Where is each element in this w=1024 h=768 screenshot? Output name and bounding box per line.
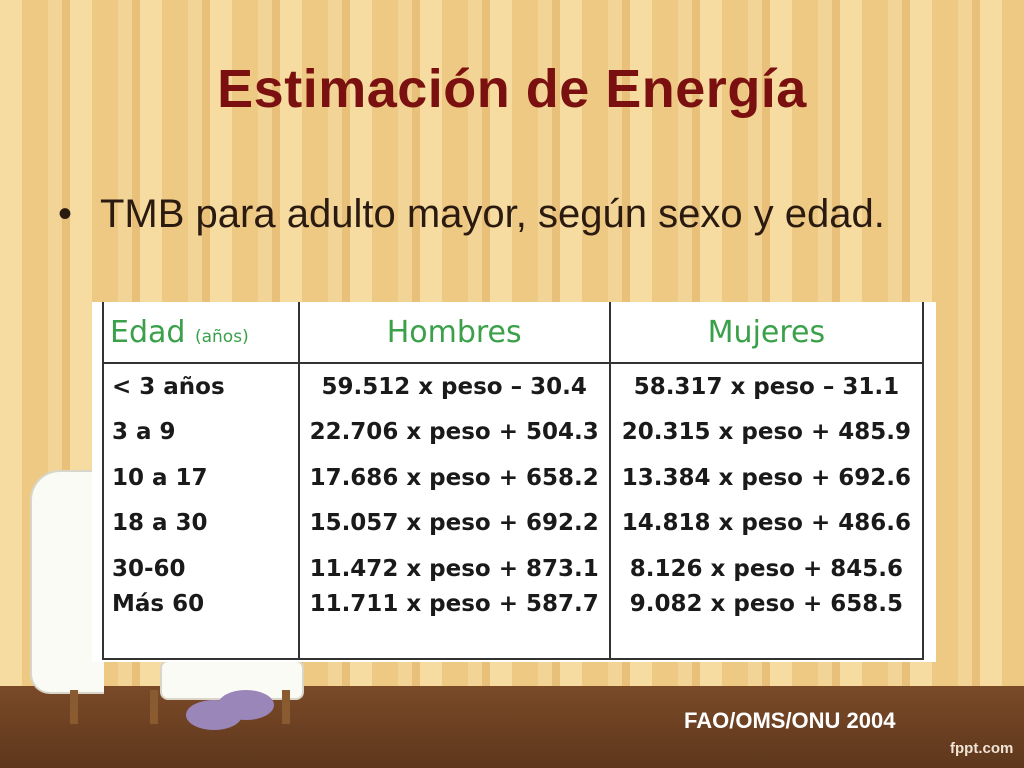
age-cell: 18 a 30: [102, 500, 300, 546]
men-formula-cell: 15.057 x peso + 692.2: [297, 500, 611, 546]
table-row: 3 a 9 22.706 x peso + 504.3 20.315 x pes…: [102, 409, 925, 455]
source-citation: FAO/OMS/ONU 2004: [684, 708, 896, 733]
header-age-label: Edad: [110, 314, 186, 350]
table-row: 30-60 11.472 x peso + 873.1 8.126 x peso…: [102, 545, 925, 592]
table-row: < 3 años 59.512 x peso – 30.4 58.317 x p…: [102, 363, 925, 410]
tmb-table: Edad (años) Hombres Mujeres < 3 años 59.…: [102, 302, 925, 660]
slipper-illustration: [218, 690, 274, 720]
table-row: 18 a 30 15.057 x peso + 692.2 14.818 x p…: [102, 500, 925, 546]
women-formula-cell: 13.384 x peso + 692.6: [608, 455, 925, 501]
bullet-item: • TMB para adulto mayor, según sexo y ed…: [58, 190, 918, 238]
chair-leg-illustration: [282, 690, 290, 724]
chair-leg-illustration: [70, 690, 78, 724]
chair-leg-illustration: [150, 690, 158, 724]
age-cell: 3 a 9: [102, 409, 300, 455]
header-men: Hombres: [297, 302, 611, 364]
age-cell: 10 a 17: [102, 455, 300, 501]
table-row: Más 60 11.711 x peso + 587.7 9.082 x pes…: [102, 591, 925, 660]
age-cell: 30-60: [102, 545, 300, 592]
armchair-illustration: [30, 470, 104, 694]
watermark-logo: fppt.com: [950, 740, 1014, 757]
women-formula-cell: 20.315 x peso + 485.9: [608, 409, 925, 455]
age-cell: < 3 años: [102, 363, 300, 410]
bullet-text: TMB para adulto mayor, según sexo y edad…: [100, 192, 885, 236]
table-row: 10 a 17 17.686 x peso + 658.2 13.384 x p…: [102, 455, 925, 501]
table-header-row: Edad (años) Hombres Mujeres: [102, 302, 925, 364]
men-formula-cell: 17.686 x peso + 658.2: [297, 455, 611, 501]
header-women: Mujeres: [608, 302, 925, 364]
tmb-table-panel: Edad (años) Hombres Mujeres < 3 años 59.…: [92, 302, 936, 662]
bullet-marker: •: [58, 192, 73, 236]
women-formula-cell: 9.082 x peso + 658.5: [608, 591, 925, 660]
men-formula-cell: 11.472 x peso + 873.1: [297, 545, 611, 592]
header-age-unit: (años): [194, 326, 249, 347]
women-formula-cell: 58.317 x peso – 31.1: [608, 363, 925, 410]
age-cell: Más 60: [102, 591, 300, 660]
women-formula-cell: 14.818 x peso + 486.6: [608, 500, 925, 546]
men-formula-cell: 22.706 x peso + 504.3: [297, 409, 611, 455]
header-age: Edad (años): [102, 302, 300, 364]
men-formula-cell: 59.512 x peso – 30.4: [297, 363, 611, 410]
women-formula-cell: 8.126 x peso + 845.6: [608, 545, 925, 592]
men-formula-cell: 11.711 x peso + 587.7: [297, 591, 611, 660]
slide-title: Estimación de Energía: [217, 59, 807, 119]
